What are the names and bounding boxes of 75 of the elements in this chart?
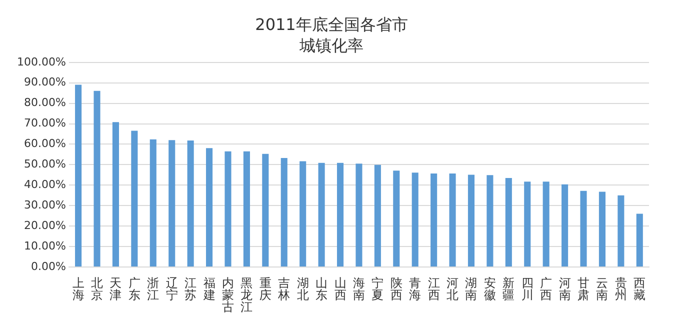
x-tick-label: 天津: [110, 276, 122, 302]
bar: [262, 154, 269, 266]
y-tick-label: 90.00%: [24, 76, 66, 89]
y-tick-label: 40.00%: [24, 178, 66, 192]
bar: [468, 174, 475, 266]
x-tick-label: 江西: [428, 276, 440, 302]
bar: [318, 162, 325, 266]
x-tick-label: 河北: [446, 276, 459, 302]
bar: [562, 184, 568, 266]
x-tick-label: 山西: [334, 276, 346, 302]
x-tick-label: 黑龙江: [240, 276, 253, 314]
chart-subtitle: 城镇化率: [298, 36, 364, 55]
y-tick-label: 0.00%: [30, 260, 66, 273]
x-tick-label: 上海: [72, 276, 84, 302]
bar: [243, 151, 250, 266]
x-tick-label: 河南: [558, 276, 571, 302]
bar: [598, 192, 606, 266]
x-tick-label: 陕西: [390, 276, 402, 302]
bar: [505, 178, 512, 266]
x-tick-label: 山东: [316, 276, 328, 302]
x-tick-label: 甘肃: [578, 276, 590, 302]
x-tick-label: 湖南: [465, 276, 478, 302]
bar: [206, 148, 213, 266]
bar: [524, 182, 531, 266]
bar: [94, 90, 100, 266]
bar: [486, 175, 494, 266]
y-tick-label: 100.00%: [16, 55, 66, 68]
bar: [356, 164, 362, 266]
bar: [75, 84, 82, 266]
bar: [449, 174, 456, 266]
x-tick-label: 福建: [202, 276, 216, 302]
y-tick-label: 10.00%: [24, 239, 66, 252]
x-tick-label: 辽宁: [166, 276, 178, 302]
bar: [280, 158, 288, 266]
bar: [580, 190, 587, 266]
x-tick-label: 内蒙古: [222, 276, 234, 314]
x-tick-label: 四川: [521, 276, 534, 302]
y-tick-label: 80.00%: [24, 96, 66, 110]
bar: [131, 130, 138, 266]
bar: [542, 182, 550, 266]
x-tick-label: 宁夏: [372, 276, 384, 302]
x-tick-label: 浙江: [147, 276, 160, 302]
bar: [393, 170, 400, 266]
x-tick-label: 广西: [540, 276, 552, 302]
x-tick-label: 贵州: [614, 276, 627, 302]
bar: [300, 161, 306, 266]
x-tick-label: 湖北: [296, 276, 309, 302]
x-tick-label: 海南: [352, 276, 365, 302]
bar: [636, 214, 643, 266]
x-tick-label: 安徽: [484, 276, 496, 302]
bar: [618, 195, 624, 266]
bar: [224, 151, 232, 266]
x-tick-label: 北京: [91, 276, 104, 302]
y-tick-label: 60.00%: [24, 137, 66, 150]
x-tick-label: 江苏: [184, 276, 197, 302]
y-tick-label: 30.00%: [24, 198, 66, 212]
bar: [150, 139, 156, 266]
y-tick-label: 70.00%: [24, 116, 66, 130]
x-tick-label: 重庆: [259, 276, 272, 302]
bar: [336, 162, 344, 266]
y-tick-label: 20.00%: [24, 218, 66, 232]
x-tick-label: 广东: [128, 276, 140, 302]
bar: [412, 172, 418, 266]
bar: [187, 140, 194, 266]
chart-title: 2011年底全国各省市: [255, 14, 408, 34]
bar: [168, 140, 176, 266]
bar: [430, 174, 438, 266]
x-tick-label: 新疆: [502, 276, 515, 302]
bar: [112, 122, 119, 266]
x-tick-label: 青海: [409, 276, 422, 302]
bar: [374, 164, 381, 266]
x-tick-label: 云南: [596, 276, 608, 302]
x-tick-label: 西藏: [634, 276, 646, 302]
y-tick-label: 50.00%: [24, 158, 66, 171]
x-tick-label: 吉林: [277, 276, 290, 302]
